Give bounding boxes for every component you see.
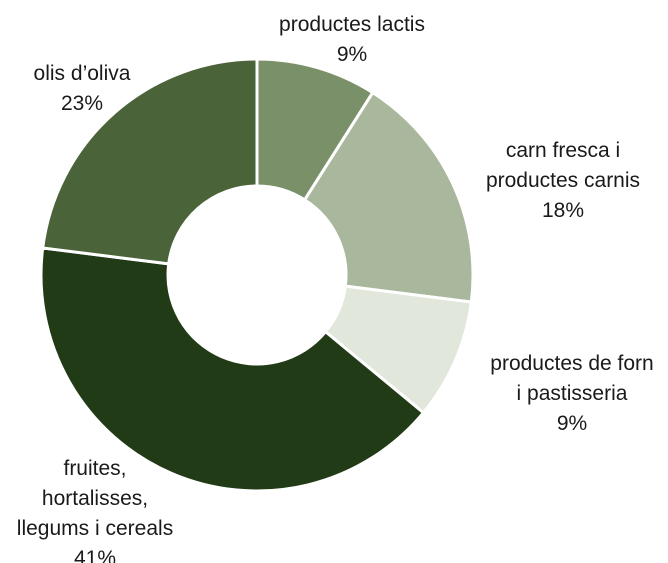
slice-1-label-line-1: productes lactis	[279, 13, 425, 36]
slice-5	[41, 57, 259, 266]
labels-group: productes lactis 9% carn fresca i productes…	[17, 13, 654, 563]
slices-group	[39, 57, 475, 493]
slice-4-value-label: 41%	[74, 547, 116, 563]
slice-4-label-line-2: hortalisses,	[42, 487, 148, 510]
slice-2-value-label: 18%	[542, 199, 584, 222]
slice-3-label-line-1: productes de forn	[490, 352, 653, 375]
slice-3-label-line-2: i pastisseria	[517, 382, 628, 405]
slice-5-label-line-1: olis d’oliva	[34, 62, 131, 85]
slice-1-value-label: 9%	[337, 43, 367, 66]
slice-4-label-line-3: llegums i cereals	[17, 517, 173, 540]
slice-2-label-line-1: carn fresca i	[506, 139, 620, 162]
slice-4-label-line-1: fruites,	[63, 457, 126, 480]
slice-2	[302, 90, 475, 304]
slice-2-label-line-2: productes carnis	[486, 169, 640, 192]
slice-5-value-label: 23%	[61, 92, 103, 115]
slice-3-value-label: 9%	[557, 412, 587, 435]
slice-4	[39, 246, 426, 493]
